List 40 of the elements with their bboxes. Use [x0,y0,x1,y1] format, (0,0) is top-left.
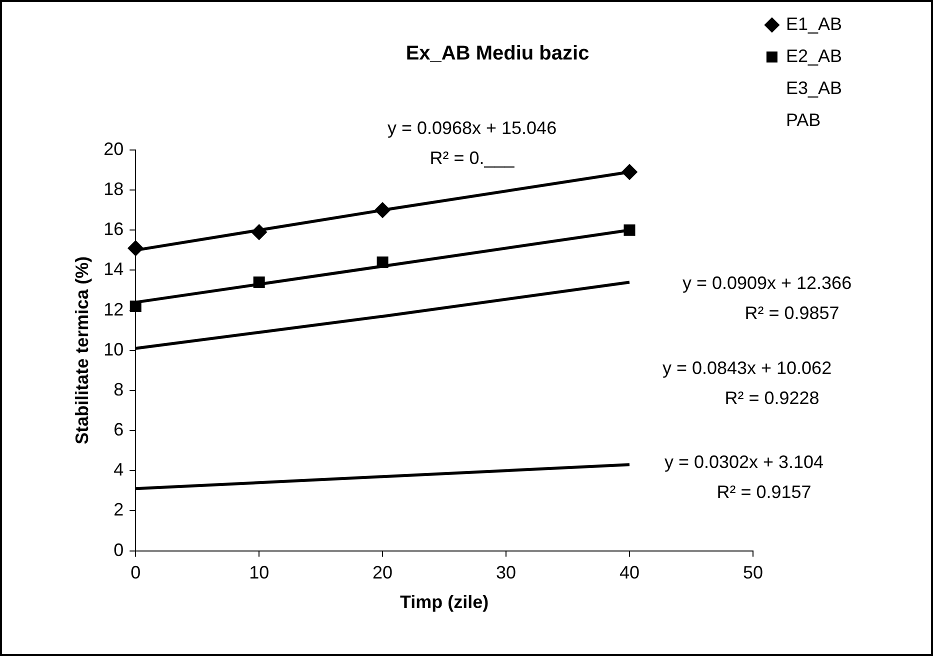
y-tick-label: 18 [104,179,124,200]
y-tick-label: 0 [114,540,124,560]
point [128,240,144,256]
x-tick-label: 50 [742,562,763,583]
y-tick-label: 2 [114,500,124,520]
point [622,164,637,180]
y-tick-label: 16 [104,219,124,240]
legend-label: E2_AB [786,46,842,66]
legend-label: E1_AB [786,14,842,34]
x-tick-label: 30 [496,562,516,583]
x-axis-title: Timp (zile) [400,592,489,612]
x-tick-label: 20 [372,562,393,583]
x-tick-label: 10 [249,562,270,583]
point [376,256,388,268]
point [375,202,390,218]
x-tick-label: 40 [619,562,640,583]
annotation: y = 0.0843x + 10.062 [662,358,832,378]
annotation: y = 0.0909x + 12.366 [682,273,852,293]
y-tick-label: 10 [104,339,124,360]
annotation: R² = 0.___ [430,148,516,168]
point [252,224,267,240]
annotation: R² = 0.9857 [744,303,840,323]
y-tick-label: 8 [114,379,124,400]
y-tick-label: 12 [104,299,124,320]
text: y = 0.0968x + 15.046 [387,118,557,138]
y-tick-label: 20 [104,138,124,159]
annotation: R² = 0.9228 [724,388,820,408]
point [624,224,636,236]
point [130,300,142,312]
y-tick-label: 4 [114,460,124,480]
y-axis-title: Stabilitate termica (%) [72,256,92,444]
annotation: R² = 0.9157 [716,482,812,502]
annotation: y = 0.0302x + 3.104 [664,452,824,472]
legend-label: E3_AB [786,78,842,98]
point [253,276,265,288]
x-tick-label: 0 [130,562,141,583]
y-tick-label: 14 [104,259,124,280]
y-tick-label: 6 [114,420,124,440]
chart-title: Ex_AB Mediu bazic [406,42,590,65]
legend-label: PAB [786,110,821,130]
